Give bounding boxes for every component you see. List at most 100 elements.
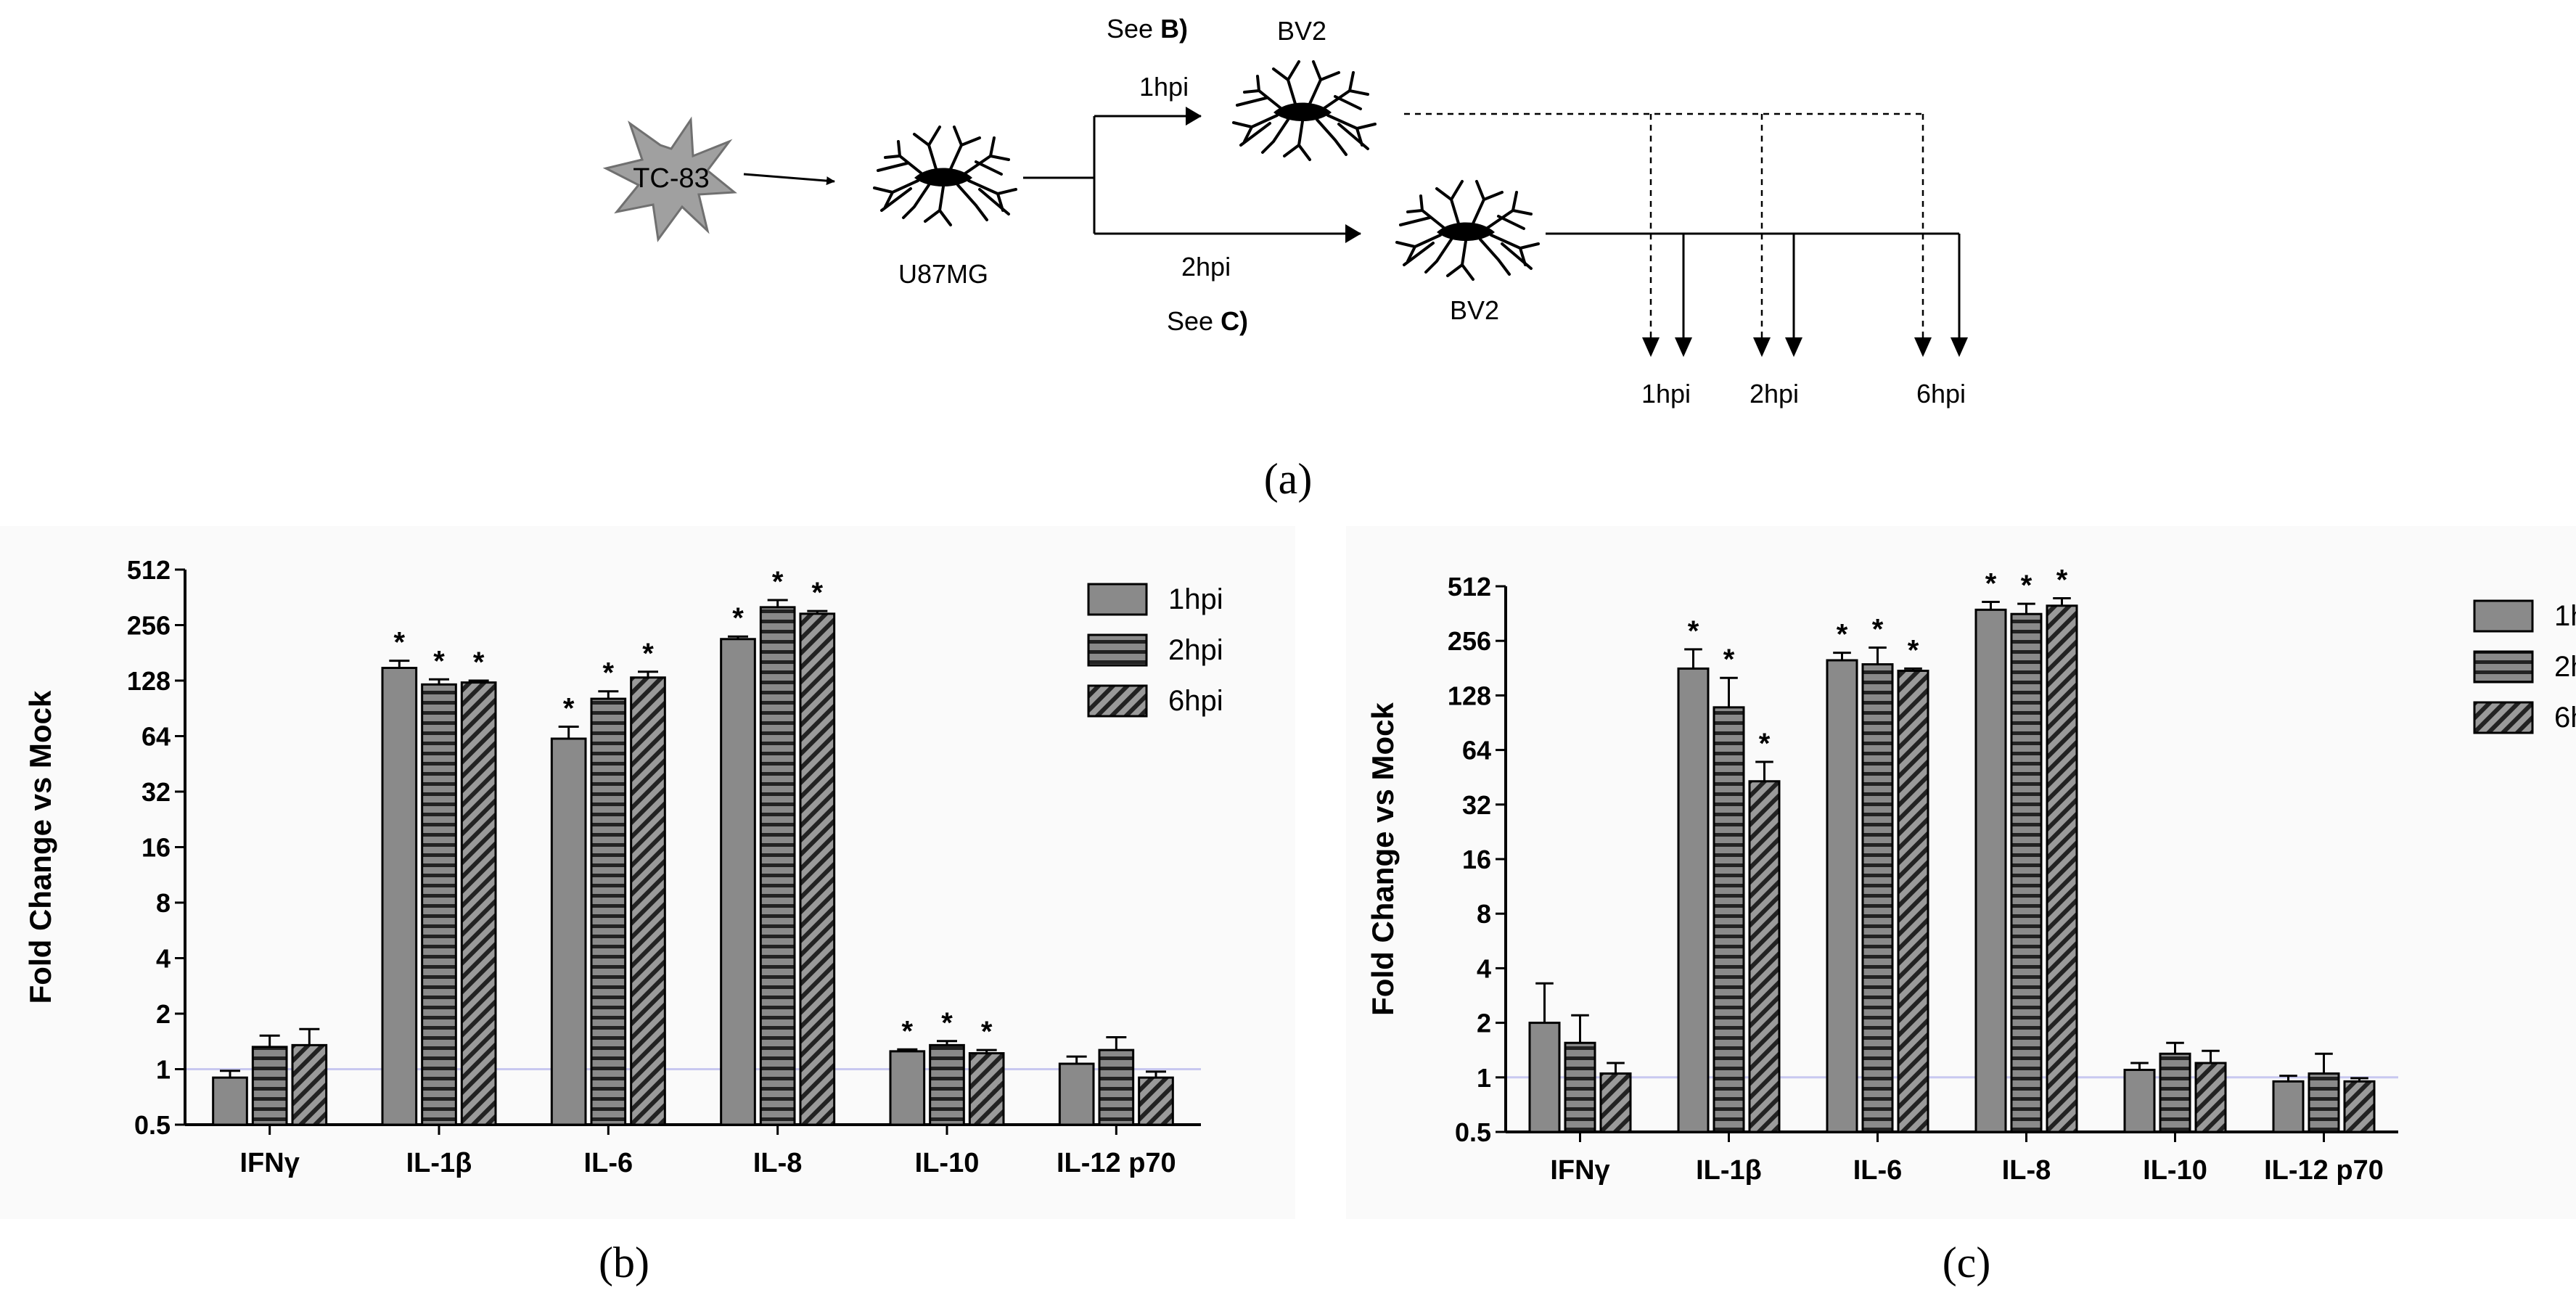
bv2-bottom-cell-icon — [1395, 180, 1540, 281]
harvest-time-2: 2hpi — [1750, 379, 1799, 409]
bar-2hpi-1 — [421, 683, 457, 1126]
bar-6hpi-4 — [2194, 1062, 2227, 1133]
y-tick-label: 8 — [1477, 899, 1491, 929]
significance-star: * — [433, 645, 445, 677]
significance-star: * — [2021, 570, 2033, 602]
virus-star-icon — [602, 116, 737, 242]
y-tick-label: 8 — [156, 888, 171, 918]
x-tick-label: IL-6 — [1853, 1155, 1903, 1186]
y-tick-label: 64 — [141, 722, 171, 752]
bar-1hpi-4 — [2123, 1068, 2156, 1133]
legend-swatch — [1087, 583, 1148, 616]
panel-label-b: (b) — [599, 1239, 649, 1286]
virus-label: TC-83 — [633, 163, 710, 194]
bar-2hpi-2 — [1861, 663, 1894, 1133]
see-c-ref: C) — [1221, 306, 1248, 336]
bar-2hpi-5 — [2308, 1072, 2340, 1133]
x-tick-label: IL-12 p70 — [1057, 1148, 1176, 1178]
bar-2hpi-3 — [759, 606, 796, 1126]
significance-star: * — [1759, 728, 1771, 760]
legend-swatch — [1087, 684, 1148, 718]
significance-star: * — [394, 627, 406, 659]
significance-star: * — [1872, 613, 1884, 645]
legend-label: 2hpi — [2554, 651, 2576, 683]
bar-1hpi-1 — [1677, 667, 1710, 1133]
see-b-ref: B) — [1160, 14, 1188, 44]
y-tick-label: 2 — [1477, 1009, 1491, 1038]
branch-bottom-target: BV2 — [1450, 295, 1499, 325]
significance-star: * — [1908, 634, 1919, 666]
bar-2hpi-4 — [2159, 1052, 2191, 1133]
panel-label-a: (a) — [1264, 455, 1313, 503]
significance-star: * — [902, 1015, 914, 1047]
bar-2hpi-0 — [1564, 1041, 1596, 1133]
panel-label-c: (c) — [1943, 1239, 1991, 1286]
u87mg-cell-icon — [873, 126, 1017, 226]
branch-top-target: BV2 — [1277, 16, 1326, 46]
y-tick-label: 128 — [127, 666, 171, 696]
virus-arrow — [743, 173, 835, 186]
bar-6hpi-4 — [968, 1052, 1005, 1126]
y-tick-label: 32 — [1462, 790, 1491, 820]
dashed-timeline — [1404, 112, 1924, 337]
y-tick-label: 2 — [156, 999, 171, 1029]
legend-label: 2hpi — [1168, 634, 1223, 666]
y-tick-label: 0.5 — [134, 1110, 171, 1140]
bar-1hpi-0 — [212, 1076, 248, 1126]
significance-star: * — [563, 693, 575, 725]
bar-1hpi-5 — [1058, 1062, 1095, 1126]
see-c-text: See C) — [1167, 306, 1248, 336]
bar-6hpi-5 — [1138, 1076, 1174, 1126]
see-c-prefix: See — [1167, 306, 1221, 336]
harvest-time-6: 6hpi — [1916, 379, 1966, 409]
significance-star: * — [732, 602, 744, 634]
significance-star: * — [981, 1016, 993, 1048]
x-tick-label: IL-1β — [406, 1148, 472, 1178]
bar-1hpi-4 — [889, 1050, 926, 1126]
bar-6hpi-5 — [2343, 1080, 2376, 1133]
bar-6hpi-2 — [1897, 669, 1929, 1133]
branch-top-time: 1hpi — [1139, 72, 1189, 102]
bar-6hpi-3 — [799, 612, 836, 1126]
significance-star: * — [642, 638, 654, 670]
significance-star: * — [812, 577, 824, 609]
solid-timeline — [1546, 232, 1961, 337]
y-tick-label: 256 — [1448, 626, 1491, 656]
bar-6hpi-0 — [1599, 1072, 1632, 1133]
bar-2hpi-3 — [2010, 612, 2043, 1133]
legend-swatch — [1087, 633, 1148, 667]
legend-label: 6hpi — [2554, 702, 2576, 734]
significance-star: * — [2056, 564, 2068, 596]
bar-1hpi-0 — [1528, 1022, 1561, 1133]
chart-panel-c: 0.5 1 2 4 8 16 32 64 128 256 512 Fold Change vs Moc… — [1346, 526, 2576, 1219]
bar-1hpi-3 — [720, 638, 756, 1126]
legend-swatch — [2473, 599, 2534, 633]
y-tick-label: 512 — [127, 555, 171, 585]
source-cell-label: U87MG — [898, 259, 988, 289]
chart-panel-b: 0.5 1 2 4 8 16 32 64 128 256 512 Fold Change vs Moc… — [0, 526, 1295, 1219]
solid-arrowheads — [1675, 337, 1968, 357]
y-tick-label: 256 — [127, 611, 171, 641]
x-tick-label: IFNγ — [1550, 1155, 1609, 1186]
x-tick-label: IL-1β — [1696, 1155, 1762, 1186]
legend-label: 6hpi — [1168, 685, 1223, 717]
x-tick-label: IL-6 — [584, 1148, 633, 1178]
y-tick-label: 4 — [1477, 953, 1491, 983]
significance-star: * — [473, 647, 485, 678]
x-tick-label: IL-8 — [2002, 1155, 2051, 1186]
bv2-top-cell-icon — [1232, 60, 1377, 161]
branch-bottom-time: 2hpi — [1181, 252, 1231, 282]
legend-label: 1hpi — [2554, 600, 2576, 632]
y-tick-label: 64 — [1462, 736, 1491, 766]
see-b-text: See B) — [1107, 14, 1188, 44]
bar-1hpi-2 — [1826, 659, 1858, 1133]
y-tick-label: 32 — [141, 777, 171, 807]
bar-6hpi-1 — [460, 681, 497, 1126]
bar-2hpi-5 — [1098, 1048, 1135, 1126]
bar-6hpi-3 — [2046, 604, 2078, 1133]
x-tick-label: IFNγ — [239, 1148, 299, 1178]
dashed-arrowheads — [1642, 337, 1932, 357]
bar-1hpi-3 — [1974, 608, 2007, 1133]
legend-swatch — [2473, 650, 2534, 684]
